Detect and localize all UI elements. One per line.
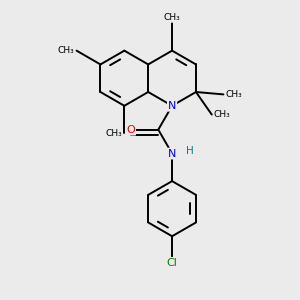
Text: N: N (168, 148, 176, 158)
Text: CH₃: CH₃ (164, 13, 181, 22)
Text: CH₃: CH₃ (214, 110, 230, 119)
Text: O: O (126, 125, 135, 135)
Text: CH₃: CH₃ (106, 129, 122, 138)
Text: N: N (168, 101, 176, 111)
Text: CH₃: CH₃ (225, 90, 242, 99)
Text: Cl: Cl (167, 258, 178, 268)
Text: CH₃: CH₃ (58, 46, 75, 55)
Text: H: H (186, 146, 194, 155)
